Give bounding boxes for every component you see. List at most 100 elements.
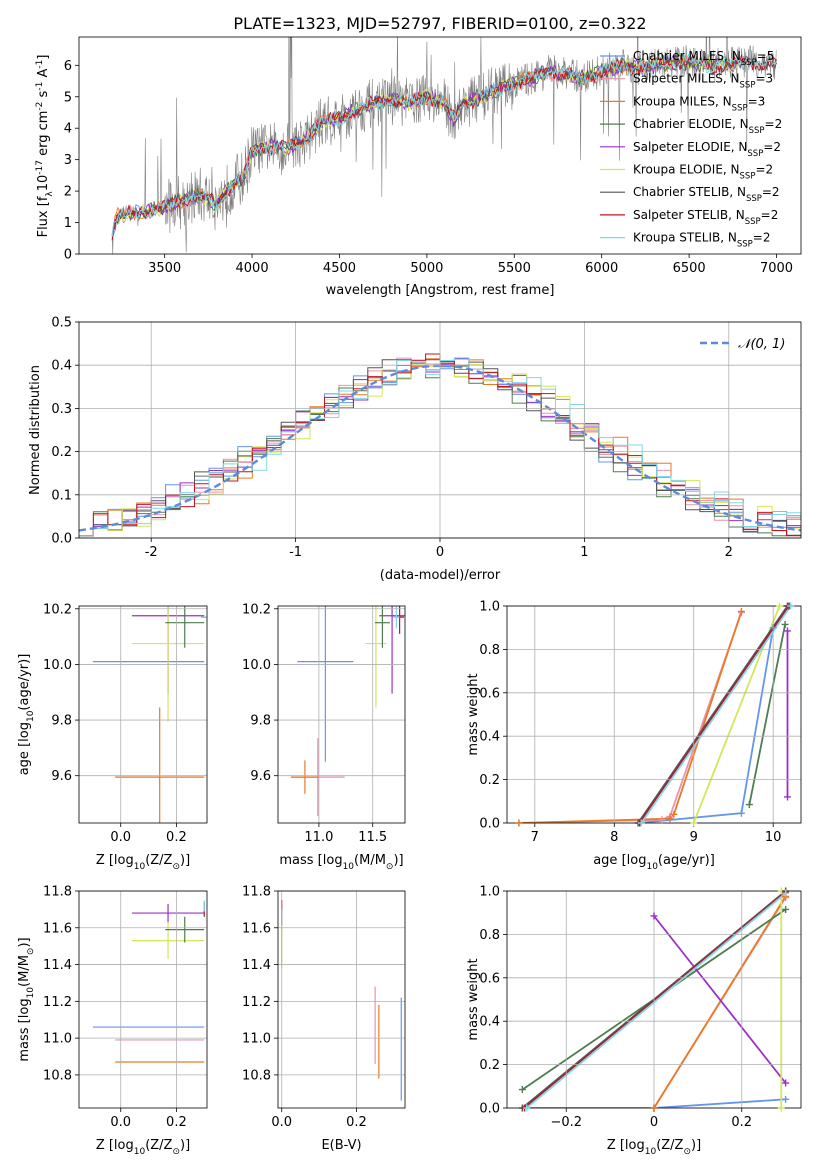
y-tick-label: 11.4 xyxy=(242,958,271,973)
legend-label-sub: SSP xyxy=(747,149,763,159)
y-tick-label: 0.5 xyxy=(51,316,72,331)
errorbar-point xyxy=(131,903,205,923)
y-tick-label: 9.8 xyxy=(250,714,271,729)
y-tick-label: 0.4 xyxy=(479,730,500,745)
legend-label-sub: SSP xyxy=(749,126,765,136)
label-script: -1 xyxy=(35,82,45,91)
x-tick-label: 11.0 xyxy=(304,830,333,845)
errorbar-point xyxy=(165,606,205,648)
y-tick-label: 11.0 xyxy=(242,1032,271,1047)
y-axis-label: Normed distribution xyxy=(28,365,43,495)
y-tick-label: 5 xyxy=(64,90,72,105)
y-tick-label: 0.0 xyxy=(51,532,72,547)
legend-label-value: =2 xyxy=(753,231,771,245)
legend-label-main: Salpeter MILES, N xyxy=(633,72,740,86)
plot-area xyxy=(290,606,405,817)
legend-label: Chabrier ELODIE, NSSP=2 xyxy=(633,117,782,136)
y-tick-label: 11.6 xyxy=(242,921,271,936)
plus-marker xyxy=(787,602,795,610)
y-tick-label: 11.2 xyxy=(242,995,271,1010)
label-script: -2 xyxy=(35,102,45,111)
x-tick-label: 0.0 xyxy=(271,1115,292,1130)
axes-frame xyxy=(78,605,208,824)
y-tick-label: 9.6 xyxy=(250,769,271,784)
label-script: 10 xyxy=(26,987,36,999)
label-script: 10 xyxy=(134,1147,146,1157)
label-script: 10 xyxy=(343,862,355,872)
plus-marker xyxy=(658,816,666,824)
plus-marker xyxy=(670,810,678,818)
label-script: ⊙ xyxy=(172,862,180,872)
errorbar-point xyxy=(297,606,354,762)
plus-marker xyxy=(782,1095,790,1103)
y-tick-label: 0.8 xyxy=(479,928,500,943)
x-axis-label: Z [log10​(Z/Z⊙​)] xyxy=(96,853,190,872)
x-axis-label: E(B-V) xyxy=(321,1138,361,1153)
label-part: )] xyxy=(691,1138,701,1153)
legend-label-sub: SSP xyxy=(741,58,757,68)
label-part: A xyxy=(36,69,51,82)
y-tick-label: 11.8 xyxy=(43,885,72,900)
legend-label: Chabrier MILES, NSSP=5 xyxy=(633,49,774,68)
label-part: erg cm xyxy=(36,111,51,160)
legend-label-value: =5 xyxy=(757,49,775,63)
legend-label-value: =2 xyxy=(761,208,779,222)
plot-area xyxy=(281,900,402,1101)
plus-marker xyxy=(515,819,523,827)
plus-marker xyxy=(769,624,777,632)
y-tick-label: 0.2 xyxy=(479,773,500,788)
x-tick-label: 1 xyxy=(580,545,588,560)
y-tick-label: 0.1 xyxy=(51,488,72,503)
x-tick-label: 2 xyxy=(725,545,733,560)
plus-marker xyxy=(776,602,784,610)
mass-weight-line xyxy=(748,624,786,805)
y-tick-label: 10.0 xyxy=(43,658,72,673)
plus-marker xyxy=(690,819,698,827)
y-tick-label: 9.8 xyxy=(51,714,72,729)
y-tick-label: 0.2 xyxy=(51,445,72,460)
legend-label-sub: SSP xyxy=(740,172,756,182)
y-tick-label: 11.0 xyxy=(43,1032,72,1047)
mass-weight-line xyxy=(653,895,787,1108)
legend-label: Kroupa ELODIE, NSSP=2 xyxy=(633,163,773,182)
y-tick-label: 0.0 xyxy=(479,1102,500,1117)
legend-label-sub: SSP xyxy=(732,103,748,113)
axes-frame xyxy=(78,321,802,539)
y-tick-label: 0 xyxy=(64,248,72,263)
mass-weight-line xyxy=(653,915,787,1084)
model-line-kroupa-stelib xyxy=(111,53,777,237)
y-tick-label: 2 xyxy=(64,185,72,200)
legend-label-sub: SSP xyxy=(737,240,753,250)
y-tick-label: 11.2 xyxy=(43,995,72,1010)
label-script: ⊙ xyxy=(172,1147,180,1157)
plus-marker xyxy=(782,905,790,913)
y-tick-label: 10.2 xyxy=(242,602,271,617)
legend-label-value: =3 xyxy=(755,72,773,86)
axes-frame xyxy=(506,605,802,824)
x-tick-label: 7000 xyxy=(760,261,793,276)
legend-label-main: Kroupa STELIB, N xyxy=(633,231,737,245)
model-line-chabrier-elodie xyxy=(111,53,743,235)
y-tick-label: 6 xyxy=(64,59,72,74)
x-tick-label: 0 xyxy=(650,1115,658,1130)
y-tick-label: 10.2 xyxy=(43,602,72,617)
x-tick-label: 4000 xyxy=(236,261,269,276)
label-part: 10 xyxy=(36,175,51,192)
plus-marker xyxy=(783,627,791,635)
label-part: mass [log xyxy=(17,998,32,1061)
errorbar-point xyxy=(165,916,205,943)
x-tick-label: 0.0 xyxy=(110,1115,131,1130)
x-tick-label: 4500 xyxy=(323,261,356,276)
plus-marker xyxy=(637,819,645,827)
label-script: 10 xyxy=(645,1147,657,1157)
model-line-kroupa-elodie xyxy=(111,56,742,239)
mass-weight-line xyxy=(640,606,792,823)
label-part: Z [log xyxy=(607,1138,645,1153)
y-tick-label: 0.4 xyxy=(51,359,72,374)
label-part: E(B-V) xyxy=(321,1138,361,1153)
x-tick-label: 0.0 xyxy=(110,830,131,845)
mass-weight-line xyxy=(518,612,743,823)
label-part: (age/yr)] xyxy=(658,853,715,868)
legend-label-value: =2 xyxy=(762,185,780,199)
